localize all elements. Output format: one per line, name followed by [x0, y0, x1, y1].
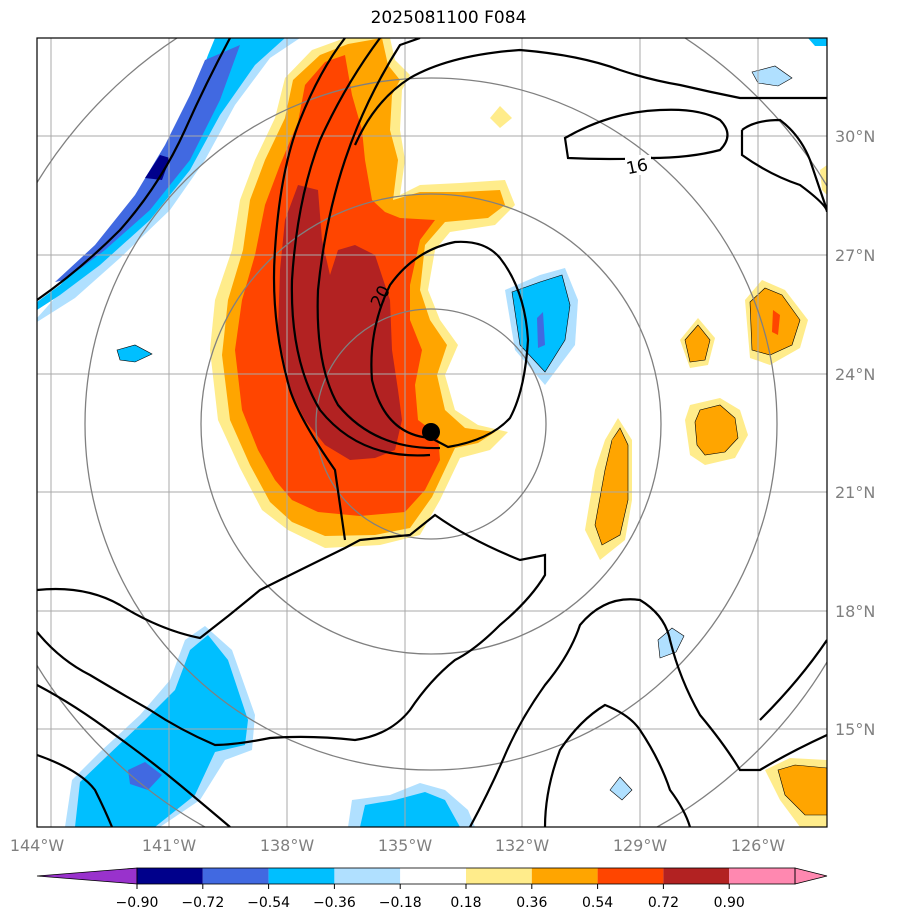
colorbar-swatch	[202, 868, 269, 884]
colorbar-swatch	[334, 868, 401, 884]
lat-label-15n: 15°N	[835, 720, 875, 739]
storm-center-dot	[422, 423, 440, 441]
map-frame	[36, 37, 828, 828]
colorbar-swatch	[597, 868, 664, 884]
colorbar-swatch	[531, 868, 598, 884]
colorbar-tick: −0.18	[379, 895, 422, 911]
lon-label-132w: 132°W	[495, 836, 550, 855]
map-title: 2025081100 F084	[370, 8, 527, 28]
lon-label-141w: 141°W	[142, 836, 197, 855]
colorbar-swatch	[663, 868, 730, 884]
colorbar-tick: 0.36	[516, 895, 547, 911]
lon-axis-labels: 144°W 141°W 138°W 135°W 132°W 129°W 126°…	[10, 836, 786, 855]
colorbar-extend-high	[794, 867, 828, 885]
lat-axis-labels: 30°N 27°N 24°N 21°N 18°N 15°N	[835, 127, 875, 739]
colorbar-tick: −0.90	[116, 895, 159, 911]
lat-label-27n: 27°N	[835, 246, 875, 265]
lat-label-24n: 24°N	[835, 365, 875, 384]
colorbar: −0.90 −0.72 −0.54 −0.36 −0.18 0.18 0.36 …	[36, 867, 828, 911]
colorbar-tick: 0.90	[714, 895, 745, 911]
lon-label-144w: 144°W	[10, 836, 65, 855]
negative-field-sw	[65, 344, 255, 827]
range-rings	[37, 38, 827, 827]
colorbar-tick: 0.18	[450, 895, 481, 911]
contour-label-16: 16	[625, 155, 650, 179]
lon-label-126w: 126°W	[731, 836, 786, 855]
colorbar-swatch	[137, 868, 203, 884]
lat-label-21n: 21°N	[835, 483, 875, 502]
colorbar-tick: 0.72	[648, 895, 679, 911]
lon-label-135w: 135°W	[378, 836, 433, 855]
lat-label-18n: 18°N	[835, 602, 875, 621]
colorbar-swatch	[400, 868, 466, 884]
lon-label-138w: 138°W	[260, 836, 315, 855]
positive-field-east	[490, 106, 827, 827]
colorbar-tick: 0.54	[582, 895, 613, 911]
colorbar-tick: −0.72	[181, 895, 224, 911]
height-contours	[37, 38, 827, 827]
colorbar-extend-low	[36, 867, 138, 885]
colorbar-swatch	[729, 868, 795, 884]
negative-field-south	[348, 783, 475, 827]
map-panel: 16 20	[37, 38, 827, 827]
colorbar-swatch	[466, 868, 532, 884]
colorbar-tick: −0.54	[247, 895, 290, 911]
colorbar-swatch	[268, 868, 335, 884]
colorbar-tick: −0.36	[313, 895, 356, 911]
lon-label-129w: 129°W	[613, 836, 668, 855]
lat-label-30n: 30°N	[835, 127, 875, 146]
